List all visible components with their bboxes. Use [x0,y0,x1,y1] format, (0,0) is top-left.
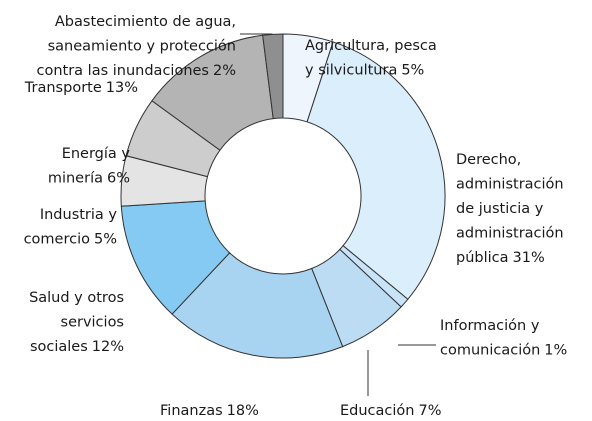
value-label: 5% [401,63,424,79]
label-line: comercio [24,232,91,248]
label-line: servicios [61,315,124,331]
value-label: 2% [213,63,236,79]
label-line: administración [456,177,564,193]
value-label: 12% [92,339,124,355]
label-line: y silvicultura [305,63,397,79]
slice-label: contra las inundaciones 2% [37,63,237,79]
label-line: minería [48,171,103,187]
slice-label: saneamiento y protección [48,39,236,55]
label-line: sociales [30,339,88,355]
slice-label: comercio 5% [24,232,117,248]
label-line: saneamiento y protección [48,39,236,55]
slice-label: de justicia y [456,201,544,217]
value-label: 7% [418,403,441,419]
slice-label: y silvicultura 5% [305,63,424,79]
slice-label: Energía y [62,146,131,162]
slice-label: Agricultura, pesca [305,38,437,54]
slice-label: Derecho, [456,152,521,168]
value-label: 31% [513,250,545,266]
value-label: 13% [106,80,138,96]
label-line: Abastecimiento de agua, [55,14,236,30]
slice-label: Educación 7% [340,403,442,419]
value-label: 18% [227,403,259,419]
slice-label: Transporte 13% [24,80,138,96]
label-line: administración [456,226,564,242]
label-line: de justicia y [456,201,544,217]
label-line: Finanzas [160,403,223,419]
label-line: Energía y [62,146,131,162]
slice-label: administración [456,226,564,242]
donut-slice [306,41,446,300]
slice-label: Información y [440,318,540,334]
slice-label: comunicación 1% [440,343,567,359]
label-line: comunicación [440,343,540,359]
value-label: 5% [94,232,117,248]
label-line: Información y [440,318,540,334]
slice-label: Abastecimiento de agua, [55,14,236,30]
label-line: Industria y [40,207,118,223]
label-line: Agricultura, pesca [305,38,437,54]
donut-slice [262,33,284,120]
slice-label: servicios [61,315,124,331]
label-line: Educación [340,403,414,419]
slice-label: Salud y otros [29,290,124,306]
slice-label: Finanzas 18% [160,403,259,419]
slice-label: administración [456,177,564,193]
label-line: Derecho, [456,152,521,168]
slice-label: minería 6% [48,171,130,187]
label-line: contra las inundaciones [37,63,209,79]
slice-label: pública 31% [456,250,545,266]
value-label: 1% [544,343,567,359]
donut-slice [171,252,344,359]
slice-label: sociales 12% [30,339,124,355]
label-line: Salud y otros [29,290,124,306]
value-label: 6% [107,171,130,187]
slice-label: Industria y [40,207,118,223]
label-line: pública [456,250,509,266]
label-line: Transporte [24,80,102,96]
